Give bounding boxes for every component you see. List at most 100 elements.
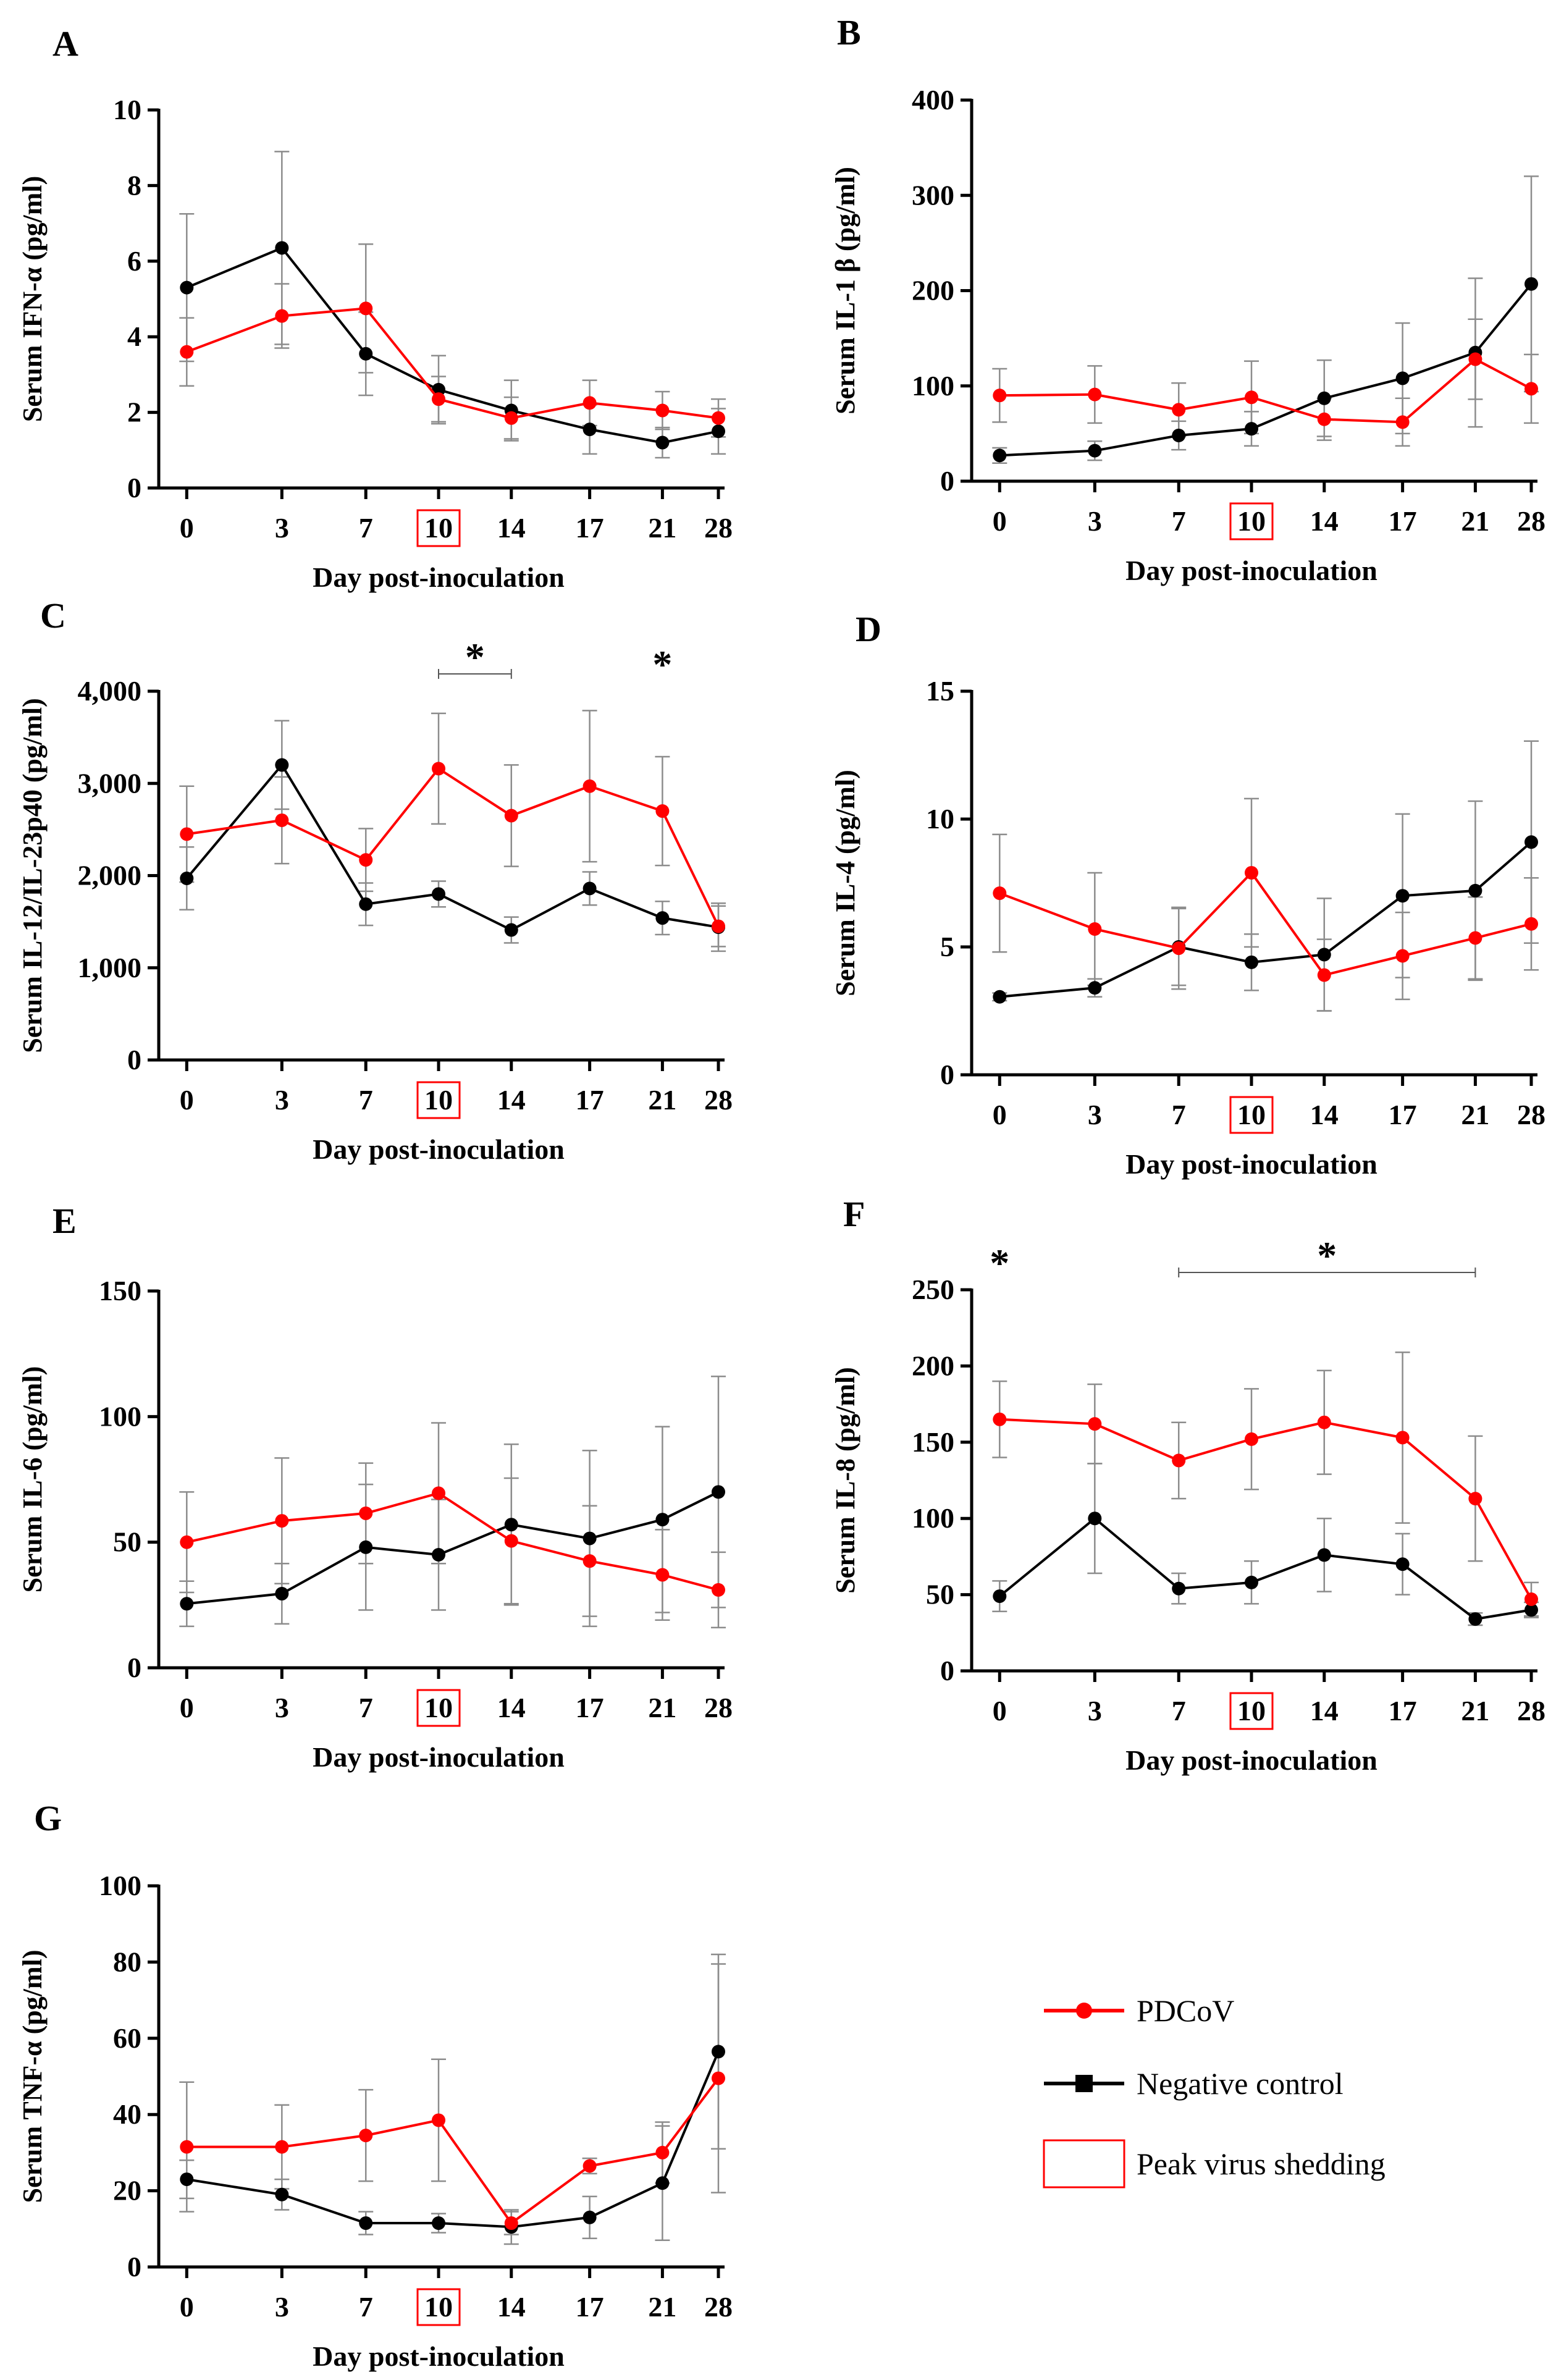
panel-g-y-tick-label: 60: [113, 2022, 141, 2054]
panel-c-y-tick-label: 2,000: [78, 860, 142, 891]
panel-a-pdcov-point: [582, 396, 597, 410]
panel-d-x-tick-label: 21: [1461, 1099, 1489, 1130]
panel-a-control-point: [359, 347, 373, 361]
legend-peak-swatch: [1043, 2139, 1125, 2189]
panel-f-pdcov-point: [993, 1412, 1007, 1426]
panel-f-x-tick-label: 28: [1517, 1695, 1545, 1726]
panel-f-control-point: [1172, 1581, 1186, 1596]
panel-b-x-tick-label: 17: [1389, 505, 1417, 537]
panel-c-control-point: [359, 897, 373, 911]
panel-c-x-tick-label: 0: [180, 1084, 194, 1116]
panel-c-x-tick-label: 10: [424, 1084, 453, 1116]
panel-a-pdcov-point: [359, 301, 373, 316]
panel-b-pdcov-point: [1317, 412, 1331, 426]
panel-c-pdcov-line: [187, 767, 720, 927]
panel-f-control-point: [1395, 1557, 1410, 1571]
panel-f-x-tick-label: 17: [1389, 1695, 1417, 1726]
panel-e-pdcov-point: [275, 1514, 289, 1528]
panel-f-x-tick-label: 0: [993, 1695, 1007, 1726]
panel-f-x-tick-label: 7: [1172, 1695, 1186, 1726]
panel-a-y-tick-label: 0: [127, 472, 141, 503]
panel-d-x-tick-label: 17: [1389, 1099, 1417, 1130]
panel-g-x-tick-label: 21: [648, 2291, 676, 2323]
panel-c-x-tick-label: 21: [648, 1084, 676, 1116]
panel-a-control-point: [655, 435, 670, 450]
panel-e-control-point: [275, 1587, 289, 1601]
panel-a-pdcov-line: [186, 307, 719, 419]
panel-f-pdcov-point: [1317, 1415, 1331, 1429]
panel-d-control-point: [993, 990, 1007, 1004]
panel-d-pdcov-point: [1245, 865, 1258, 880]
panel-a: A 0 2 4 6 8 10 0 3 7 10 14 17 21 28 Day post-inoculatio…: [17, 23, 733, 593]
panel-f-pdcov-point: [1088, 1417, 1102, 1431]
panel-d-pdcov-point: [1395, 949, 1410, 963]
panel-e-x-tick-label: 17: [576, 1692, 604, 1723]
panel-g-pdcov-point: [712, 2071, 725, 2085]
panel-a-pdcov-point: [275, 309, 289, 323]
panel-d-letter: D: [856, 609, 881, 649]
panel-f-significance-star: *: [990, 1241, 1009, 1285]
panel-f-y-tick-label: 50: [926, 1579, 954, 1610]
panel-b-y-tick-label: 0: [940, 465, 954, 497]
panel-b-control-point: [1395, 371, 1410, 385]
panel-g-pdcov-point: [432, 2113, 445, 2127]
panel-d-peak-box: [1229, 1096, 1274, 1134]
legend-label: Peak virus shedding: [1137, 2147, 1386, 2181]
panel-e-x-tick-label: 0: [180, 1692, 194, 1723]
panel-d-y-tick-label: 5: [940, 931, 954, 962]
panel-a-control-point: [712, 424, 725, 439]
panel-e-x-tick-label: 10: [424, 1692, 453, 1723]
panel-f-pdcov-line: [999, 1418, 1533, 1600]
panel-b-y-tick-label: 100: [912, 370, 954, 402]
panel-c-control-point: [275, 758, 289, 772]
panel-d-control-line: [999, 841, 1533, 998]
panel-e-x-tick-label: 28: [704, 1692, 733, 1723]
panel-b-y-title: Serum IL-1 β (pg/ml): [830, 167, 860, 414]
panel-f-x-tick-label: 21: [1461, 1695, 1489, 1726]
panel-e-pdcov-point: [180, 1535, 194, 1549]
panel-g-control-point: [359, 2216, 373, 2231]
panel-d-y-tick-label: 10: [926, 803, 954, 835]
panel-b-pdcov-point: [1524, 382, 1538, 396]
panel-e-x-tick-label: 21: [648, 1692, 676, 1723]
panel-c-y-tick-label: 3,000: [78, 767, 142, 799]
panel-f-pdcov-point: [1524, 1592, 1538, 1607]
panel-g-control-point: [432, 2216, 445, 2231]
panel-a-control-point: [180, 280, 194, 295]
panel-f-letter: F: [843, 1194, 865, 1234]
panel-a-x-tick-label: 21: [648, 512, 676, 544]
panel-d-control-point: [1317, 948, 1331, 962]
panel-e-pdcov-point: [582, 1554, 597, 1568]
panel-g-x-tick-label: 14: [497, 2291, 526, 2323]
panel-c-pdcov-point: [359, 853, 373, 867]
panel-d-control-point: [1524, 835, 1538, 849]
panel-g-x-tick-label: 17: [576, 2291, 604, 2323]
panel-b-control-point: [1245, 422, 1258, 436]
panel-d-x-tick-label: 3: [1088, 1099, 1102, 1130]
panel-g-y-tick-label: 40: [113, 2098, 141, 2130]
panel-a-x-title: Day post-inoculation: [313, 561, 565, 593]
panel-a-control-point: [582, 423, 597, 437]
panel-f-y-title: Serum IL-8 (pg/ml): [830, 1367, 860, 1594]
panel-f-pdcov-point: [1172, 1453, 1186, 1468]
panel-b-control-point: [1524, 277, 1538, 291]
panel-a-y-tick-label: 6: [127, 245, 141, 277]
panel-g-peak-box: [416, 2288, 461, 2326]
panel-c-x-tick-label: 14: [497, 1084, 526, 1116]
panel-b-control-line: [999, 283, 1533, 457]
panel-d-x-tick-label: 7: [1172, 1099, 1186, 1130]
panel-a-peak-box: [416, 509, 461, 547]
panel-c-control-point: [432, 887, 445, 901]
panel-g-x-title: Day post-inoculation: [313, 2340, 565, 2372]
panel-g-y-title: Serum TNF-α (pg/ml): [17, 1950, 48, 2203]
panel-c-significance-star: *: [465, 635, 485, 679]
panel-f: F 0 50 100 150 200 250 0 3 7 10 14 17 21 28 Day post-in…: [830, 1194, 1545, 1776]
panel-c-x-tick-label: 7: [359, 1084, 373, 1116]
panel-e-peak-box: [416, 1689, 461, 1727]
panel-f-x-tick-label: 14: [1310, 1695, 1339, 1726]
panel-b-pdcov-point: [1088, 387, 1102, 402]
panel-d-y-title: Serum IL-4 (pg/ml): [830, 770, 860, 996]
panel-b-pdcov-point: [1172, 403, 1186, 417]
panel-f-pdcov-point: [1245, 1432, 1258, 1446]
panel-c-peak-box: [416, 1081, 461, 1119]
